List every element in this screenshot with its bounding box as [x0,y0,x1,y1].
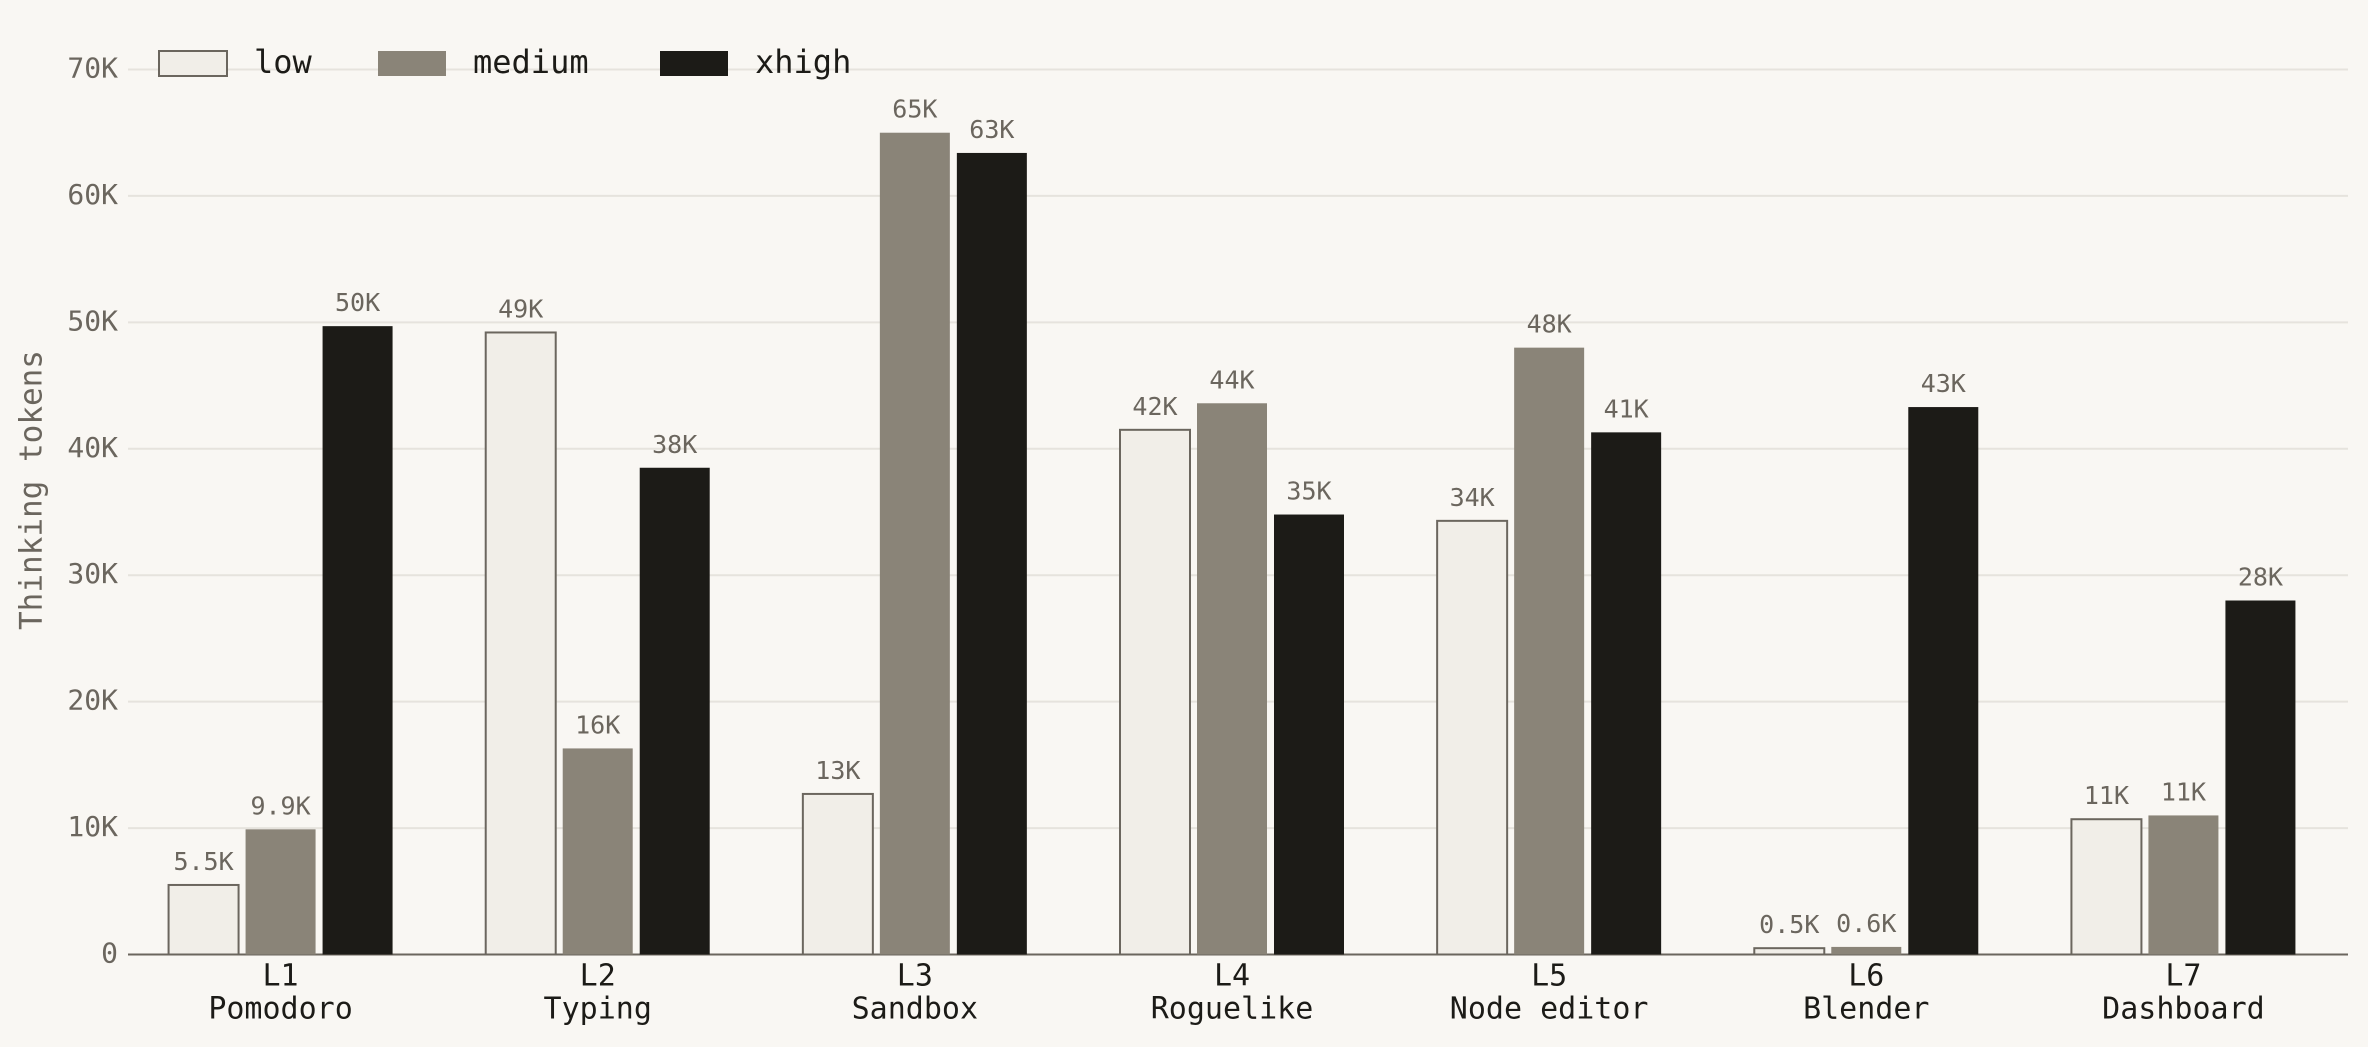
legend-swatch [660,51,728,76]
x-tick-label: L1 [263,959,299,994]
y-tick-label: 50K [67,304,118,337]
value-label: 41K [1604,394,1649,423]
x-tick-label: L7 [2165,959,2201,994]
value-label: 0.5K [1759,910,1819,939]
bar [245,829,316,955]
bar [956,152,1027,955]
y-axis-label: Thinking tokens [14,350,50,630]
bar [562,748,633,955]
bar [1514,347,1585,955]
bar [2070,818,2143,956]
bar [1591,432,1662,955]
legend-label: low [254,43,313,81]
bar [1908,407,1979,955]
bar [1436,519,1509,956]
value-label: 34K [1450,483,1495,512]
x-tick-label: Node editor [1450,992,1649,1027]
x-tick-label: L5 [1531,959,1567,994]
x-tick-label: Sandbox [852,992,978,1027]
bar [167,883,240,956]
value-label: 50K [335,288,380,317]
bar [2148,815,2219,955]
bar [484,331,557,956]
y-tick-label: 20K [67,684,118,717]
bar [1274,514,1344,955]
x-tick-label: L6 [1848,959,1884,994]
bar [639,467,710,955]
y-tick-label: 70K [67,52,118,85]
value-label: 11K [2161,777,2206,806]
bar [1119,428,1191,956]
x-tick-label: L3 [897,959,933,994]
value-label: 35K [1286,477,1331,506]
value-label: 48K [1527,310,1572,339]
bar [2225,600,2296,955]
value-label: 28K [2238,563,2283,592]
legend-label: xhigh [755,43,851,81]
x-tick-label: Typing [544,992,652,1027]
value-label: 49K [498,294,543,323]
bar [1197,403,1267,955]
value-label: 11K [2084,781,2129,810]
value-label: 0.6K [1836,909,1896,938]
bar [322,326,393,955]
value-label: 42K [1132,392,1177,421]
y-tick-label: 0 [101,937,118,970]
y-tick-label: 40K [67,431,118,464]
value-label: 63K [969,115,1014,144]
y-tick-label: 10K [67,810,118,843]
value-label: 43K [1921,369,1966,398]
legend-label: medium [473,43,589,81]
value-label: 38K [652,430,697,459]
x-tick-label: Blender [1803,992,1929,1027]
bar [879,132,950,955]
value-label: 13K [815,756,860,785]
value-label: 5.5K [173,847,233,876]
bar [1831,946,1902,955]
bar [801,792,874,956]
value-label: 9.9K [250,791,310,820]
legend-swatch [158,50,228,77]
bar [1753,947,1826,956]
y-tick-label: 30K [67,557,118,590]
x-tick-label: Roguelike [1151,992,1314,1027]
x-tick-label: L2 [580,959,616,994]
y-tick-label: 60K [67,178,118,211]
value-label: 44K [1209,365,1254,394]
legend-swatch [378,51,446,76]
x-tick-label: Pomodoro [208,992,353,1027]
value-label: 65K [892,95,937,124]
x-tick-label: L4 [1214,959,1250,994]
value-label: 16K [575,710,620,739]
x-tick-label: Dashboard [2102,992,2265,1027]
